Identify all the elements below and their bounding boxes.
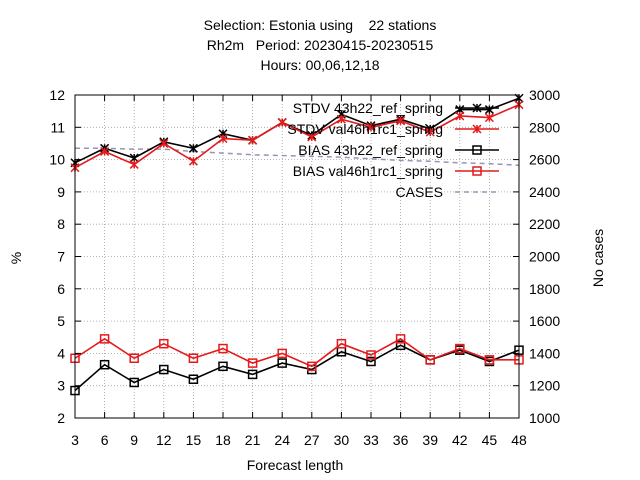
data-point-2 (395, 340, 406, 351)
y-tick-label: 8 (57, 216, 65, 232)
data-point-1 (159, 138, 169, 148)
data-point-1 (277, 117, 287, 127)
y2-tick-label: 1200 (529, 378, 560, 394)
x-axis-label: Forecast length (247, 457, 344, 473)
data-point-2 (99, 359, 110, 370)
x-tick-label: 6 (101, 432, 109, 448)
y2-tick-label: 1600 (529, 313, 560, 329)
data-point-2 (366, 356, 376, 367)
data-point-3 (277, 348, 287, 359)
y2-axis-label: No cases (590, 229, 606, 287)
y-tick-label: 9 (57, 184, 65, 200)
y-tick-label: 6 (57, 281, 65, 297)
legend-label-3: BIAS val46h1rc1_spring (293, 163, 443, 179)
data-point-2 (129, 377, 139, 388)
y-tick-label: 11 (50, 119, 65, 135)
data-point-3 (455, 343, 465, 354)
series-line-1 (74, 103, 520, 169)
data-point-3 (99, 334, 110, 344)
data-point-1 (100, 146, 110, 157)
x-tick-label: 48 (511, 432, 527, 448)
y2-tick-label: 1400 (529, 345, 560, 361)
series-line-3 (74, 337, 519, 368)
data-point-3 (336, 338, 347, 349)
data-point-1 (248, 135, 258, 145)
chart-title-line-3: Hours: 00,06,12,18 (260, 57, 380, 73)
x-tick-label: 30 (334, 432, 350, 448)
legend-label-2: BIAS 43h22_ref_spring (298, 142, 443, 158)
y2-tick-label: 2800 (529, 119, 560, 135)
data-point-2 (277, 358, 287, 368)
y2-tick-label: 2000 (529, 249, 560, 265)
x-tick-label: 21 (245, 432, 261, 448)
data-point-1 (396, 116, 406, 126)
data-point-2 (218, 361, 228, 372)
data-point-1 (188, 156, 198, 166)
x-tick-label: 18 (215, 432, 231, 448)
data-point-2 (159, 364, 169, 375)
data-point-3 (129, 353, 139, 363)
data-point-3 (484, 355, 495, 365)
y-tick-label: 3 (57, 378, 65, 394)
x-tick-label: 27 (304, 432, 320, 448)
data-point-1 (455, 111, 465, 121)
legend: STDV 43h22_ref_spring STDV val46h1rc1_spr… (287, 100, 499, 200)
data-point-1 (336, 114, 346, 124)
data-point-3 (218, 343, 228, 354)
x-tick-label: 39 (422, 432, 438, 448)
x-tick-label: 42 (452, 432, 468, 448)
chart-title-line-1: Selection: Estonia using 22 stations (203, 17, 437, 33)
data-point-3 (425, 355, 435, 365)
y-axis-label: % (8, 252, 24, 264)
data-point-2 (247, 369, 258, 380)
data-point-0 (188, 143, 198, 153)
data-point-3 (188, 353, 199, 363)
data-point-3 (159, 338, 169, 349)
legend-marker-2 (472, 145, 482, 155)
data-point-2 (188, 374, 199, 384)
y2-tick-label: 3000 (529, 87, 560, 103)
data-point-3 (307, 361, 317, 372)
x-tick-label: 12 (156, 432, 172, 448)
y2-tick-label: 2600 (529, 152, 560, 168)
chart-title-line-2: Rh2m Period: 20230415-20230515 (206, 37, 434, 53)
x-tick-label: 15 (186, 432, 202, 448)
data-point-1 (307, 132, 317, 142)
data-point-3 (395, 334, 406, 344)
data-point-1 (366, 122, 376, 132)
series-layer (70, 93, 524, 396)
x-tick-label: 36 (393, 432, 409, 448)
x-tick-label: 33 (363, 432, 379, 448)
y2-tick-label: 2200 (529, 216, 560, 232)
legend-label-4: CASES (396, 184, 443, 200)
data-point-0 (484, 105, 494, 115)
grid (75, 95, 519, 418)
data-point-1 (425, 127, 435, 137)
y-tick-label: 12 (49, 87, 65, 103)
y-tick-label: 4 (57, 345, 65, 361)
data-point-1 (129, 159, 139, 169)
y-tick-label: 7 (57, 249, 65, 265)
ticks: 3 6 9 12 15 18 21 24 27 30 33 36 39 42 45 4823456789101… (49, 87, 560, 448)
x-tick-label: 24 (274, 432, 290, 448)
data-point-1 (484, 113, 494, 123)
legend-label-1: STDV val46h1rc1_spring (287, 121, 443, 137)
x-tick-label: 45 (482, 432, 498, 448)
legend-marker-1 (472, 124, 482, 134)
y2-tick-label: 2400 (529, 184, 560, 200)
data-point-3 (247, 358, 258, 368)
y-tick-label: 5 (57, 313, 65, 329)
y2-tick-label: 1000 (529, 410, 560, 426)
x-tick-label: 3 (71, 432, 79, 448)
y-tick-label: 2 (57, 410, 65, 426)
x-tick-label: 9 (130, 432, 138, 448)
data-point-1 (218, 134, 228, 144)
legend-marker-3 (472, 166, 482, 176)
legend-label-0: STDV 43h22_ref_spring (293, 100, 443, 116)
legend-marker-0 (472, 103, 482, 113)
y-tick-label: 10 (49, 152, 65, 168)
y2-tick-label: 1800 (529, 281, 560, 297)
data-point-3 (366, 350, 376, 360)
